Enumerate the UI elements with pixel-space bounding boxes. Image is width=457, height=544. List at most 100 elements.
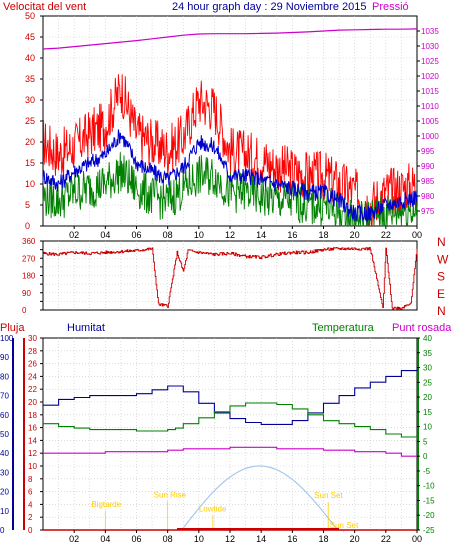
x-tick-label: 06	[132, 534, 142, 544]
direction-y-tick-label: 360	[22, 237, 36, 246]
humidity-y-tick-label: 70	[0, 392, 9, 401]
rain-y-tick-label: 26	[28, 360, 37, 369]
x-tick-label: 10	[194, 534, 204, 544]
sun-event-label: Sun Set	[330, 521, 359, 530]
compass-label: N	[437, 304, 446, 318]
pressure-label: Pressió	[372, 1, 409, 13]
x-tick-label: 22	[381, 534, 391, 544]
x-tick-label: 16	[287, 230, 297, 240]
temperature-y-tick-label: 25	[423, 378, 432, 387]
pressure-y-tick-label: 1020	[421, 72, 439, 81]
x-tick-label: 10	[194, 230, 204, 240]
rain-label: Pluja	[0, 322, 25, 334]
sun-event-label: Sun Set	[314, 491, 343, 500]
direction-y-tick-label: 270	[22, 254, 36, 263]
humidity-y-tick-label: 20	[0, 488, 9, 497]
humidity-y-tick-label: 50	[0, 430, 9, 439]
x-tick-label: 04	[100, 230, 110, 240]
direction-y-tick-label: 0	[22, 306, 27, 315]
graph-title: 24 hour graph day : 29 Noviembre 2015	[172, 1, 366, 13]
pressure-y-tick-label: 995	[421, 147, 435, 156]
dew-point-label: Punt rosada	[392, 322, 452, 334]
rain-y-tick-label: 0	[28, 526, 33, 535]
x-tick-label: 16	[287, 534, 297, 544]
dew-point-line	[43, 446, 417, 457]
x-tick-label: 18	[319, 230, 329, 240]
x-tick-label: 06	[132, 230, 142, 240]
x-tick-label: 20	[350, 534, 360, 544]
humidity-label: Humitat	[67, 322, 105, 334]
sun-event-label: Lowtide	[199, 504, 227, 513]
compass-label: W	[437, 252, 449, 266]
temperature-y-tick-label: -10	[423, 482, 435, 491]
temperature-y-tick-label: -15	[423, 496, 435, 505]
temperature-y-tick-label: 35	[423, 349, 432, 358]
humidity-line	[43, 368, 418, 425]
wind-y-tick-label: 0	[25, 221, 30, 231]
rain-y-tick-label: 10	[28, 462, 37, 471]
x-tick-label: 04	[100, 534, 110, 544]
wind-avg-line	[42, 129, 418, 224]
pressure-y-tick-label: 1035	[421, 27, 439, 36]
humidity-y-tick-label: 40	[0, 449, 9, 458]
pressure-y-tick-label: 1015	[421, 87, 439, 96]
wind-direction-line	[43, 247, 418, 311]
compass-label: E	[437, 287, 445, 301]
temperature-y-tick-label: 5	[423, 437, 428, 446]
wind-y-tick-label: 15	[25, 158, 35, 168]
wind-y-tick-label: 5	[25, 200, 30, 210]
wind-y-tick-label: 10	[25, 179, 35, 189]
wind-y-tick-label: 50	[25, 11, 35, 21]
x-tick-label: 02	[69, 230, 79, 240]
rain-y-tick-label: 20	[28, 398, 37, 407]
compass-label: N	[437, 235, 446, 249]
temperature-y-tick-label: 10	[423, 423, 432, 432]
humidity-y-tick-label: 0	[0, 526, 5, 535]
rain-y-tick-label: 4	[28, 500, 33, 509]
x-tick-label: 00	[412, 230, 422, 240]
humidity-y-tick-label: 60	[0, 411, 9, 420]
pressure-y-tick-label: 1025	[421, 57, 439, 66]
wind-gust-line	[42, 74, 418, 227]
rain-y-tick-label: 28	[28, 347, 37, 356]
x-tick-label: 20	[350, 230, 360, 240]
direction-y-tick-label: 90	[22, 289, 31, 298]
solar-curve	[181, 465, 338, 531]
x-tick-label: 00	[412, 534, 422, 544]
rain-y-tick-label: 16	[28, 424, 37, 433]
pressure-y-tick-label: 1000	[421, 132, 439, 141]
rain-y-tick-label: 30	[28, 334, 37, 343]
humidity-y-tick-label: 90	[0, 353, 9, 362]
rain-y-tick-label: 8	[28, 475, 33, 484]
humidity-y-tick-label: 10	[0, 507, 9, 516]
pressure-y-tick-label: 980	[421, 192, 435, 201]
pressure-y-tick-label: 990	[421, 162, 435, 171]
temperature-label: Temperatura	[312, 322, 375, 334]
rain-y-tick-label: 24	[28, 372, 37, 381]
pressure-y-tick-label: 975	[421, 207, 435, 216]
temperature-y-tick-label: 40	[423, 334, 432, 343]
temperature-y-tick-label: 20	[423, 393, 432, 402]
x-tick-label: 14	[256, 230, 266, 240]
wind-y-tick-label: 45	[25, 32, 35, 42]
x-tick-label: 02	[69, 534, 79, 544]
temperature-line	[43, 402, 418, 439]
rain-y-tick-label: 12	[28, 449, 37, 458]
rain-y-tick-label: 14	[28, 436, 37, 445]
temperature-y-tick-label: 0	[423, 452, 428, 461]
rain-y-tick-label: 6	[28, 488, 33, 497]
pressure-y-tick-label: 985	[421, 177, 435, 186]
compass-label: S	[437, 270, 445, 284]
x-tick-label: 22	[381, 230, 391, 240]
wind-y-tick-label: 35	[25, 74, 35, 84]
x-tick-label: 12	[225, 534, 235, 544]
temperature-y-tick-label: -25	[423, 526, 435, 535]
x-tick-label: 18	[319, 534, 329, 544]
humidity-y-tick-label: 100	[0, 334, 14, 343]
sun-event-label: Sun Rise	[154, 490, 187, 499]
sun-event-label: Bigtarde	[91, 500, 121, 509]
humidity-y-tick-label: 30	[0, 468, 9, 477]
wind-y-tick-label: 30	[25, 95, 35, 105]
direction-y-tick-label: 180	[22, 272, 36, 281]
